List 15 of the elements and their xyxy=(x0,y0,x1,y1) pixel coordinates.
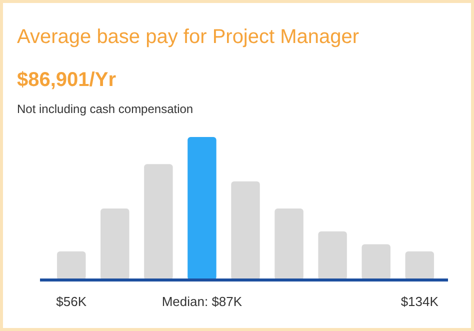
bar xyxy=(274,208,304,280)
bar xyxy=(57,251,86,280)
bar xyxy=(362,244,390,280)
bar xyxy=(318,231,347,280)
x-tick-label: $56K xyxy=(56,294,87,309)
bar xyxy=(100,208,130,280)
bar xyxy=(405,251,434,280)
text: Not including cash compensation xyxy=(17,102,194,116)
bar xyxy=(188,137,216,280)
chart-subtitle: $86,901/Yr xyxy=(17,69,116,91)
bar xyxy=(231,181,260,280)
bar xyxy=(144,164,173,280)
chart-title: Average base pay for Project Manager xyxy=(17,26,360,48)
x-tick-label: Median: $87K xyxy=(162,294,242,309)
x-tick-label: $134K xyxy=(400,294,439,309)
